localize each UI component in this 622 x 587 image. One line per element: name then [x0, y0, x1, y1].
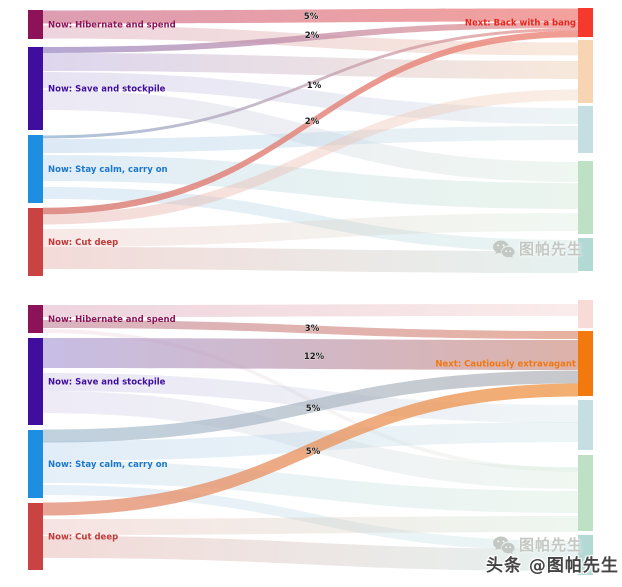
- sankey-link[interactable]: [43, 53, 578, 79]
- sankey-link-value-label: 5%: [304, 12, 319, 22]
- sankey-link-highlighted[interactable]: [43, 320, 578, 339]
- sankey-node-next-3[interactable]: [578, 106, 593, 153]
- sankey-link[interactable]: [43, 536, 578, 571]
- sankey-node-next-5[interactable]: [578, 535, 593, 575]
- sankey-node-next-5[interactable]: [578, 238, 593, 271]
- sankey-node-next-4[interactable]: [578, 161, 593, 234]
- sankey-link[interactable]: [43, 373, 578, 423]
- sankey-link[interactable]: [43, 461, 578, 513]
- sankey-link-value-label: 2%: [305, 117, 320, 127]
- sankey-link[interactable]: [43, 155, 578, 209]
- sankey-node-label-stay: Now: Stay calm, carry on: [48, 165, 168, 175]
- sankey-link[interactable]: [43, 516, 578, 535]
- sankey-node-label-cautious: Next: Cautiously extravagant: [435, 360, 576, 370]
- sankey-node-hibernate[interactable]: [28, 305, 43, 333]
- sankey-link-highlighted[interactable]: [43, 338, 578, 370]
- sankey-node-stay[interactable]: [28, 430, 43, 498]
- sankey-link-value-label: 3%: [305, 324, 320, 334]
- sankey-node-label-cut: Now: Cut deep: [48, 238, 118, 248]
- sankey-node-label-save: Now: Save and stockpile: [48, 378, 166, 388]
- sankey-node-label-stay: Now: Stay calm, carry on: [48, 460, 168, 470]
- sankey-node-hibernate[interactable]: [28, 10, 43, 39]
- sankey-link-value-label: 12%: [304, 352, 325, 362]
- sankey-node-cautious[interactable]: [578, 331, 593, 396]
- sankey-link-value-label: 2%: [305, 31, 320, 41]
- sankey-link[interactable]: [43, 89, 578, 225]
- sankey-node-cut[interactable]: [28, 503, 43, 570]
- sankey-node-next-1[interactable]: [578, 300, 593, 328]
- sankey-node-stay[interactable]: [28, 135, 43, 203]
- sankey-link[interactable]: [43, 126, 578, 153]
- sankey-node-label-hibernate: Now: Hibernate and spend: [48, 21, 176, 31]
- sankey-node-label-cut: Now: Cut deep: [48, 533, 118, 543]
- sankey-link-highlighted[interactable]: [43, 30, 578, 215]
- sankey-link[interactable]: [43, 247, 578, 273]
- sankey-diagram-now-to-cautiously-extravagant: Now: Hibernate and spend Now: Save and st…: [28, 300, 593, 575]
- sankey-node-label-hibernate: Now: Hibernate and spend: [48, 315, 176, 325]
- sankey-node-next-3[interactable]: [578, 400, 593, 450]
- sankey-link[interactable]: [43, 304, 578, 317]
- sankey-link[interactable]: [43, 213, 578, 247]
- sankey-node-cut[interactable]: [28, 208, 43, 276]
- sankey-node-save[interactable]: [28, 338, 43, 425]
- sankey-link[interactable]: [43, 422, 578, 461]
- sankey-link-highlighted[interactable]: [43, 370, 578, 443]
- sankey-node-next-2[interactable]: [578, 40, 593, 103]
- sankey-node-next-4[interactable]: [578, 455, 593, 531]
- sankey-link-value-label: 5%: [306, 447, 321, 457]
- sankey-node-label-bang: Next: Back with a bang: [465, 19, 576, 29]
- sankey-node-bang[interactable]: [578, 8, 593, 37]
- sankey-link-highlighted[interactable]: [43, 8, 578, 24]
- sankey-link-value-label: 5%: [306, 404, 321, 414]
- sankey-node-label-save: Now: Save and stockpile: [48, 85, 166, 95]
- sankey-link-value-label: 1%: [307, 81, 322, 91]
- sankey-diagram-now-to-back-with-a-bang: Now: Hibernate and spend Now: Save and st…: [28, 8, 593, 276]
- sankey-link-highlighted[interactable]: [43, 28, 578, 139]
- sankey-node-save[interactable]: [28, 47, 43, 130]
- sankey-link-highlighted[interactable]: [43, 22, 578, 53]
- sankey-link-highlighted[interactable]: [43, 383, 578, 516]
